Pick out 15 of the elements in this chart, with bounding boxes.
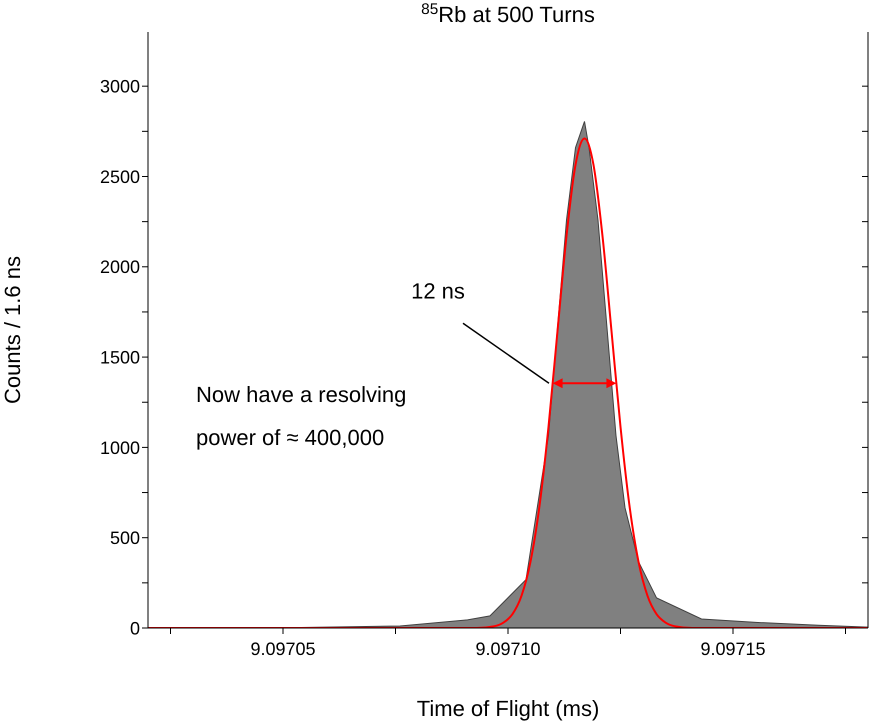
y-tick-label: 3000 [100,76,140,97]
x-axis-title: Time of Flight (ms) [416,696,600,721]
x-tick-label: 9.09710 [475,638,541,659]
y-tick-label: 1500 [100,347,140,368]
x-tick-label: 9.09705 [250,638,316,659]
chart-title: $^{85}$Rb at 500 Turns [421,0,595,27]
annotation: 12 ns [411,278,465,304]
y-tick-label: 0 [130,618,140,638]
y-axis-title: Counts / 1.6 ns [0,256,25,404]
annotation: Now have a resolving power of ≈ 400,000 [196,382,406,450]
x-tick-label: 9.09715 [700,638,766,659]
y-tick-label: 2500 [100,166,140,187]
y-tick-label: 1000 [100,438,140,458]
y-tick-label: 2000 [100,257,140,278]
y-tick-label: 500 [110,528,140,548]
